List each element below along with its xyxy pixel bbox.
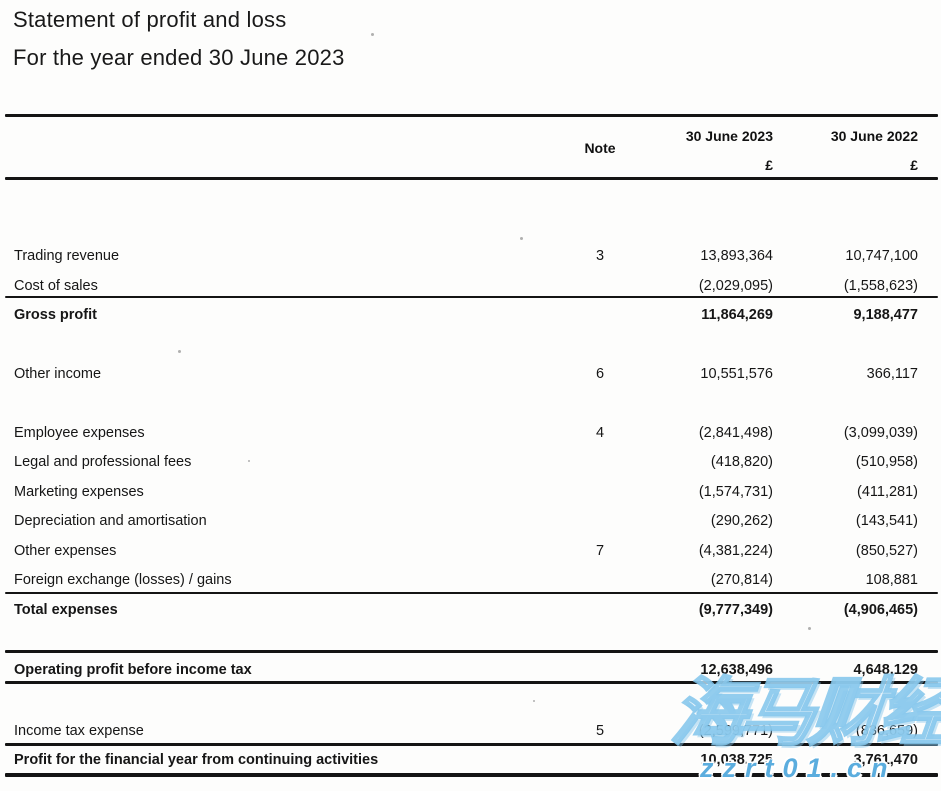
row-label: Depreciation and amortisation: [14, 513, 207, 529]
row-value-2022: 108,881: [865, 572, 918, 588]
row-label: Foreign exchange (losses) / gains: [14, 572, 232, 588]
page-title: Statement of profit and loss: [13, 7, 287, 32]
table-row-legal-professional-fees: Legal and professional fees (418,820) (5…: [0, 452, 941, 472]
row-label: Other expenses: [14, 543, 117, 559]
row-label: Employee expenses: [14, 425, 145, 441]
row-label: Income tax expense: [14, 723, 144, 739]
table-rule-profit-top: [5, 743, 938, 746]
column-header-2022: 30 June 2022: [830, 128, 918, 144]
row-value-2022: 9,188,477: [853, 307, 918, 323]
row-value-2022: 366,117: [866, 366, 918, 382]
table-row-other-income: Other income 6 10,551,576 366,117: [0, 364, 941, 384]
row-label: Cost of sales: [14, 278, 98, 294]
row-value-2022: 3,761,470: [853, 752, 918, 768]
row-value-2022: 10,747,100: [845, 248, 918, 264]
table-row-operating-profit: Operating profit before income tax 12,63…: [0, 660, 941, 680]
row-value-2023: 11,864,269: [701, 307, 773, 323]
scan-artifact: [808, 627, 811, 630]
row-value-2022: (3,099,039): [843, 425, 918, 441]
table-rule-total-expenses: [5, 592, 938, 594]
row-label: Legal and professional fees: [14, 454, 192, 470]
table-rule-header-bottom: [5, 177, 938, 180]
row-note: 5: [595, 723, 605, 739]
table-row-marketing-expenses: Marketing expenses (1,574,731) (411,281): [0, 482, 941, 502]
row-label: Total expenses: [14, 602, 118, 618]
row-value-2023: 10,551,576: [700, 366, 773, 382]
scan-artifact: [533, 700, 535, 702]
row-label: Gross profit: [14, 307, 97, 323]
scan-artifact: [248, 460, 250, 462]
table-row-cost-of-sales: Cost of sales (2,029,095) (1,558,623): [0, 276, 941, 296]
row-value-2023: (4,381,224): [698, 543, 773, 559]
table-row-foreign-exchange: Foreign exchange (losses) / gains (270,8…: [0, 570, 941, 590]
row-value-2022: (4,906,465): [843, 602, 918, 618]
scan-artifact: [178, 350, 181, 353]
row-value-2023: (418,820): [710, 454, 773, 470]
row-value-2023: 13,893,364: [700, 248, 773, 264]
row-value-2023: (290,262): [710, 513, 773, 529]
table-row-depreciation-amortisation: Depreciation and amortisation (290,262) …: [0, 511, 941, 531]
table-rule-top: [5, 114, 938, 117]
column-header-note: Note: [584, 140, 616, 156]
row-value-2023: (270,814): [710, 572, 773, 588]
row-value-2022: (143,541): [855, 513, 918, 529]
row-label: Operating profit before income tax: [14, 662, 252, 678]
row-note: 3: [595, 248, 605, 264]
page-subtitle: For the year ended 30 June 2023: [13, 45, 345, 70]
row-value-2022: (836,659): [855, 723, 918, 739]
column-header-2023: 30 June 2023: [685, 128, 773, 144]
row-label: Marketing expenses: [14, 484, 144, 500]
scan-artifact: [520, 237, 523, 240]
table-row-total-expenses: Total expenses (9,777,349) (4,906,465): [0, 600, 941, 620]
table-row-employee-expenses: Employee expenses 4 (2,841,498) (3,099,0…: [0, 423, 941, 443]
table-row-profit-for-year: Profit for the financial year from conti…: [0, 750, 941, 770]
row-value-2023: 10,038,725: [700, 752, 773, 768]
row-value-2022: (1,558,623): [843, 278, 918, 294]
row-value-2023: (2,841,498): [698, 425, 773, 441]
row-value-2023: 12,638,496: [700, 662, 773, 678]
row-value-2023: (9,777,349): [698, 602, 773, 618]
row-value-2023: (2,599,771): [698, 723, 773, 739]
scan-artifact: [371, 33, 374, 36]
table-rule-gross-profit: [5, 296, 938, 298]
table-row-other-expenses: Other expenses 7 (4,381,224) (850,527): [0, 541, 941, 561]
row-value-2023: (1,574,731): [698, 484, 773, 500]
row-value-2022: 4,648,129: [853, 662, 918, 678]
currency-symbol-2023: £: [765, 157, 773, 173]
table-rule-operating-profit-bottom: [5, 681, 938, 684]
row-label: Other income: [14, 366, 102, 382]
row-value-2023: (2,029,095): [698, 278, 773, 294]
currency-symbol-2022: £: [910, 157, 918, 173]
table-rule-operating-profit-top: [5, 650, 938, 653]
table-rule-bottom: [5, 773, 938, 777]
row-note: 6: [595, 366, 605, 382]
table-row-gross-profit: Gross profit 11,864,269 9,188,477: [0, 305, 941, 325]
row-label: Profit for the financial year from conti…: [14, 752, 379, 768]
row-value-2022: (510,958): [855, 454, 918, 470]
table-row-income-tax-expense: Income tax expense 5 (2,599,771) (836,65…: [0, 721, 941, 741]
row-note: 4: [595, 425, 605, 441]
table-row-trading-revenue: Trading revenue 3 13,893,364 10,747,100: [0, 246, 941, 266]
row-value-2022: (850,527): [855, 543, 918, 559]
row-note: 7: [595, 543, 605, 559]
row-label: Trading revenue: [14, 248, 120, 264]
row-value-2022: (411,281): [857, 484, 918, 500]
